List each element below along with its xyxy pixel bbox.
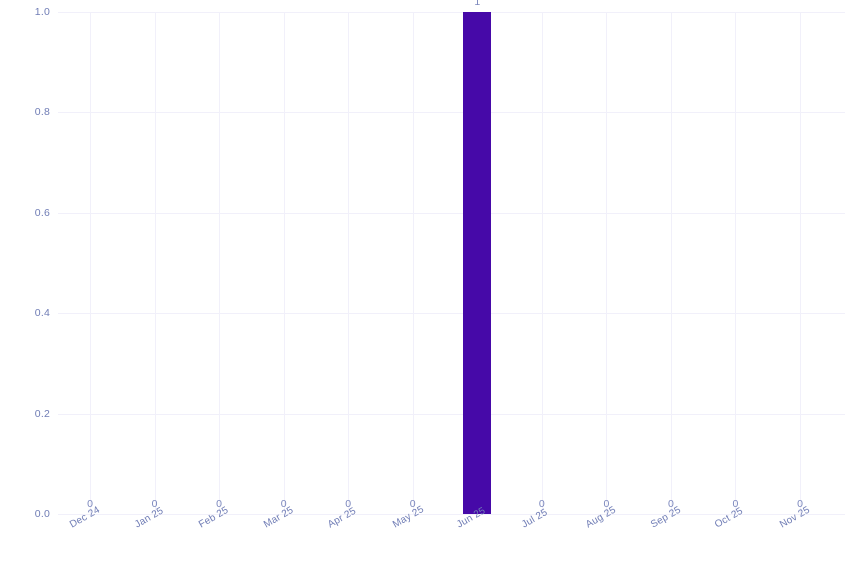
- y-axis-tick-label: 0.2: [34, 407, 50, 420]
- gridline-vertical: [219, 12, 221, 514]
- y-axis-tick-label: 0.8: [34, 106, 50, 119]
- gridline-horizontal: [58, 12, 845, 13]
- bar-value-label: 1: [474, 0, 481, 8]
- bar-value-label: 0: [667, 498, 674, 510]
- gridline-vertical: [800, 12, 801, 514]
- bar-value-label: 0: [87, 498, 93, 510]
- bar-value-label: 0: [216, 498, 222, 510]
- gridline-vertical: [735, 12, 737, 514]
- bar-value-label: 0: [797, 498, 803, 510]
- bar-value-label: 0: [151, 498, 158, 510]
- y-axis-tick-label: 0.4: [34, 307, 50, 320]
- gridline-vertical: [283, 12, 285, 514]
- gridline-horizontal: [58, 514, 845, 515]
- gridline-vertical: [541, 12, 543, 514]
- gridline-vertical: [412, 12, 414, 514]
- bar[interactable]: [463, 12, 492, 514]
- bar-value-label: 0: [732, 498, 739, 510]
- bar-value-label: 0: [345, 498, 352, 510]
- gridline-horizontal: [58, 212, 845, 214]
- gridline-vertical: [670, 12, 672, 514]
- y-axis-tick-label: 0.6: [34, 206, 50, 219]
- gridline-vertical: [606, 12, 608, 514]
- bar-value-label: 0: [409, 498, 416, 510]
- gridline-vertical: [348, 12, 350, 514]
- gridline-vertical: [154, 12, 156, 514]
- bar-value-label: 0: [538, 498, 545, 510]
- y-axis-tick-label: 1.0: [34, 6, 50, 18]
- y-axis-tick-label: 0.0: [34, 508, 50, 520]
- bar-value-label: 0: [603, 498, 610, 510]
- plot-area: 0 0 0 0 0 0 1 0 0 0 0 0: [58, 0, 845, 515]
- bar-value-label: 0: [280, 498, 287, 510]
- gridline-vertical: [90, 12, 91, 514]
- gridline-horizontal: [58, 413, 845, 415]
- gridline-horizontal: [58, 313, 845, 315]
- gridline-horizontal: [58, 112, 845, 114]
